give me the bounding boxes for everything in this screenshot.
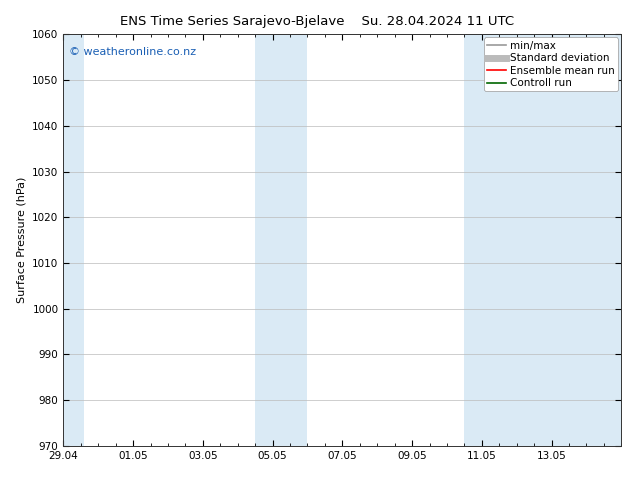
Bar (255, 34, 290, 446)
Legend: min/max, Standard deviation, Ensemble mean run, Controll run: min/max, Standard deviation, Ensemble me… (484, 37, 618, 92)
Text: © weatheronline.co.nz: © weatheronline.co.nz (69, 47, 196, 57)
Bar (464, 34, 500, 446)
Y-axis label: Surface Pressure (hPa): Surface Pressure (hPa) (16, 177, 27, 303)
Text: ENS Time Series Sarajevo-Bjelave    Su. 28.04.2024 11 UTC: ENS Time Series Sarajevo-Bjelave Su. 28.… (120, 15, 514, 28)
Bar (552, 34, 621, 446)
Bar (500, 34, 552, 446)
Bar (63, 34, 84, 446)
Bar (290, 34, 307, 446)
